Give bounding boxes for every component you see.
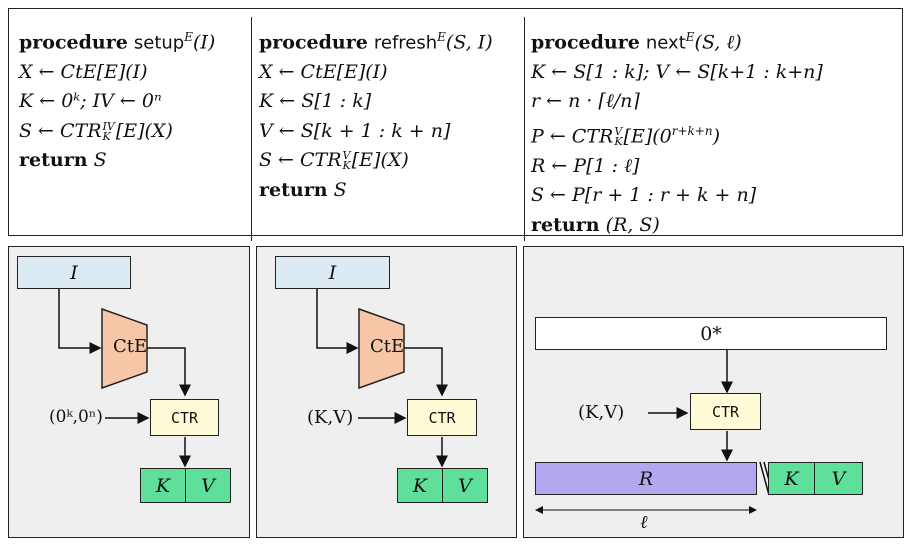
next-line-4: R ← P[1 : ℓ]: [531, 154, 640, 177]
procedure-setup: procedure setupE(I) X ← CtE[E](I) K ← 0ᵏ…: [19, 23, 215, 176]
r-output-box: R: [535, 462, 757, 495]
refresh-line-3: V ← S[k + 1 : k + n]: [259, 119, 451, 142]
cte-label: CtE: [113, 336, 148, 357]
next-line-1: K ← S[1 : k]; V ← S[k+1 : k+n]: [531, 60, 823, 83]
procedure-refresh-header: procedure refreshE(S, I): [259, 30, 493, 54]
side-input-label: (K,V): [578, 402, 625, 423]
cte-label: CtE: [370, 336, 405, 357]
refresh-diagram-panel: I CtE CTR (K,V) K V: [256, 246, 517, 538]
ell-label: ℓ: [640, 512, 648, 533]
v-cell: V: [442, 468, 488, 503]
procedure-table: procedure setupE(I) X ← CtE[E](I) K ← 0ᵏ…: [8, 8, 903, 241]
next-line-3: P ← CTR V K [E](0r+k+n): [531, 123, 721, 149]
refresh-line-4: S ← CTR V K [E](X): [259, 149, 409, 173]
ctr-box: CTR: [690, 393, 761, 430]
next-diagram-panel: 0* CTR (K,V) R K V ℓ: [523, 246, 904, 538]
procedure-refresh: procedure refreshE(S, I) X ← CtE[E](I) K…: [259, 23, 493, 205]
ctr-box: CTR: [150, 399, 219, 436]
refresh-line-2: K ← S[1 : k]: [259, 90, 372, 113]
k-cell: K: [397, 468, 443, 503]
procedure-next: procedure nextE(S, ℓ) K ← S[1 : k]; V ← …: [531, 23, 823, 240]
input-box: I: [275, 256, 390, 289]
procedure-setup-header: procedure setupE(I): [19, 30, 216, 54]
column-divider: [524, 17, 525, 241]
v-cell: V: [814, 462, 863, 495]
k-cell: K: [768, 462, 815, 495]
setup-diagram-panel: I CtE CTR (0ᵏ,0ⁿ) K V: [8, 246, 250, 538]
ctr-box: CTR: [407, 399, 477, 436]
procedure-next-header: procedure nextE(S, ℓ): [531, 30, 742, 54]
column-divider: [251, 17, 252, 241]
setup-line-3: S ← CTR IV K [E](X): [19, 119, 173, 143]
setup-line-2: K ← 0ᵏ; IV ← 0ⁿ: [19, 90, 162, 113]
next-line-2: r ← n · ⌈ℓ/n⌉: [531, 90, 640, 113]
side-input-label: (0ᵏ,0ⁿ): [49, 407, 103, 427]
next-line-6: return (R, S): [531, 213, 660, 236]
side-input-label: (K,V): [307, 407, 354, 428]
setup-line-4: return S: [19, 149, 107, 172]
setup-line-1: X ← CtE[E](I): [19, 60, 148, 83]
v-cell: V: [185, 468, 231, 503]
refresh-line-5: return S: [259, 178, 347, 201]
k-cell: K: [140, 468, 186, 503]
next-line-5: S ← P[r + 1 : r + k + n]: [531, 184, 757, 207]
refresh-line-1: X ← CtE[E](I): [259, 60, 388, 83]
zero-string-box: 0*: [535, 317, 887, 350]
input-box: I: [17, 256, 131, 289]
